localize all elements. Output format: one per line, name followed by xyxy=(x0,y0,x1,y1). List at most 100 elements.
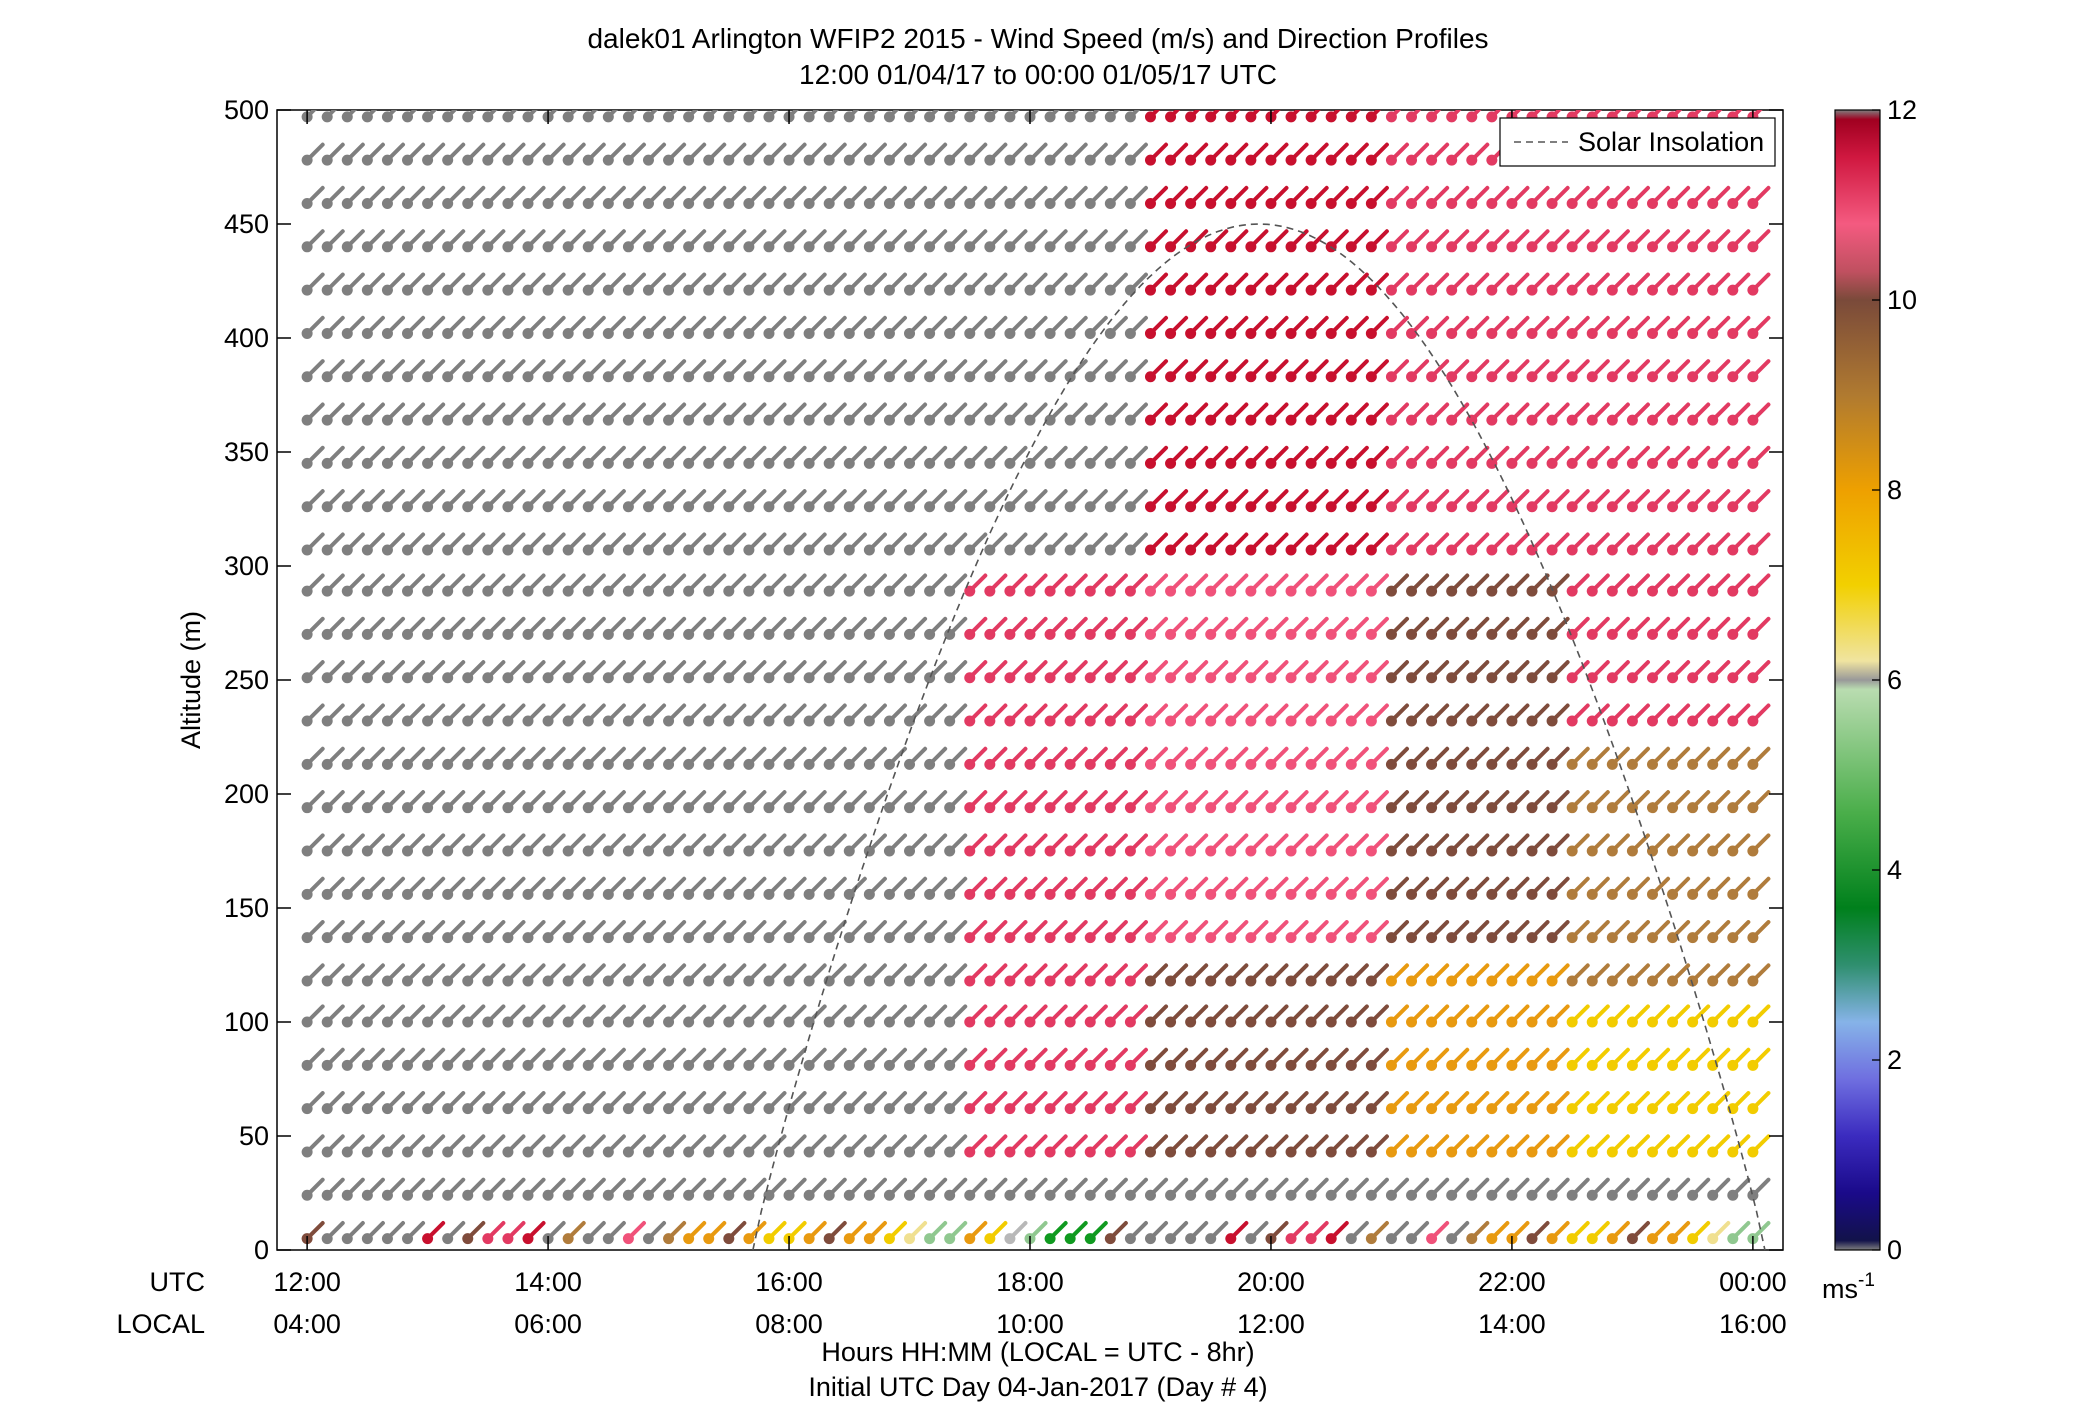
wind-barb-head xyxy=(602,715,614,727)
wind-barb-head xyxy=(361,758,373,770)
wind-barb-head xyxy=(743,1233,755,1245)
wind-barb-head xyxy=(562,975,574,987)
wind-barb-head xyxy=(1566,802,1578,814)
wind-barb-head xyxy=(1687,197,1699,209)
wind-barb-head xyxy=(763,628,775,640)
wind-barb-head xyxy=(642,111,654,123)
wind-barb-head xyxy=(1165,154,1177,166)
wind-barb-head xyxy=(1446,327,1458,339)
wind-barb-head xyxy=(1124,241,1136,253)
wind-barb-head xyxy=(843,888,855,900)
wind-barb-head xyxy=(1506,628,1518,640)
wind-barb-head xyxy=(743,544,755,556)
wind-barb-head xyxy=(361,1016,373,1028)
wind-barb-head xyxy=(803,628,815,640)
wind-barb-head xyxy=(1385,975,1397,987)
wind-barb-head xyxy=(1104,975,1116,987)
wind-barb-head xyxy=(1124,197,1136,209)
x-tick-label-local: 06:00 xyxy=(514,1309,582,1339)
wind-barb-head xyxy=(743,1103,755,1115)
wind-barb-head xyxy=(321,544,333,556)
wind-barb-head xyxy=(1446,1233,1458,1245)
wind-barb-head xyxy=(1205,628,1217,640)
wind-barb-head xyxy=(863,1103,875,1115)
wind-barb-head xyxy=(863,457,875,469)
wind-barb-head xyxy=(1024,758,1036,770)
wind-barb-head xyxy=(1646,888,1658,900)
wind-barb-head xyxy=(402,975,414,987)
wind-barb-head xyxy=(1185,457,1197,469)
wind-barb-head xyxy=(1506,715,1518,727)
wind-barb-head xyxy=(944,1059,956,1071)
wind-barb-head xyxy=(1004,544,1016,556)
wind-barb-head xyxy=(442,1059,454,1071)
wind-barb-head xyxy=(402,1146,414,1158)
wind-barb-head xyxy=(301,544,313,556)
wind-barb-head xyxy=(642,1016,654,1028)
wind-barb-head xyxy=(743,284,755,296)
wind-barb-head xyxy=(1646,715,1658,727)
wind-barb-head xyxy=(1345,672,1357,684)
wind-barb-head xyxy=(1044,111,1056,123)
wind-barb-head xyxy=(1104,585,1116,597)
wind-barb-head xyxy=(1667,457,1679,469)
wind-barb-head xyxy=(803,1146,815,1158)
wind-barb-head xyxy=(1024,327,1036,339)
wind-barb-head xyxy=(1526,327,1538,339)
wind-barb-head xyxy=(1406,544,1418,556)
wind-barb-head xyxy=(843,715,855,727)
wind-barb-head xyxy=(1104,1233,1116,1245)
wind-barb-head xyxy=(1325,197,1337,209)
wind-barb-head xyxy=(1245,111,1257,123)
wind-barb-head xyxy=(1606,414,1618,426)
wind-barb-head xyxy=(1646,758,1658,770)
wind-barb-head xyxy=(1165,888,1177,900)
wind-barb-head xyxy=(1406,1146,1418,1158)
wind-barb-head xyxy=(1285,501,1297,513)
wind-barb-head xyxy=(1124,1189,1136,1201)
wind-barb-head xyxy=(703,845,715,857)
wind-barb-head xyxy=(341,1103,353,1115)
wind-barb-head xyxy=(683,845,695,857)
wind-barb-head xyxy=(843,284,855,296)
wind-barb-head xyxy=(783,975,795,987)
wind-barb-head xyxy=(1506,1146,1518,1158)
y-tick-label: 350 xyxy=(224,437,269,467)
wind-barb-head xyxy=(402,284,414,296)
wind-barb-head xyxy=(1285,241,1297,253)
wind-barb-head xyxy=(482,758,494,770)
wind-barb-head xyxy=(944,327,956,339)
wind-barb-head xyxy=(1546,1233,1558,1245)
wind-barb-head xyxy=(1747,1146,1759,1158)
wind-barb-head xyxy=(1466,672,1478,684)
wind-barb-head xyxy=(361,802,373,814)
wind-barb-head xyxy=(1667,975,1679,987)
wind-barb-head xyxy=(422,241,434,253)
wind-barb-head xyxy=(1225,197,1237,209)
wind-barb-head xyxy=(1466,845,1478,857)
wind-barb-head xyxy=(1185,197,1197,209)
wind-barb-head xyxy=(703,1146,715,1158)
wind-barb-head xyxy=(462,672,474,684)
wind-barb-head xyxy=(1265,197,1277,209)
wind-barb-head xyxy=(1727,585,1739,597)
wind-barb-head xyxy=(1426,371,1438,383)
wind-barb-head xyxy=(301,845,313,857)
wind-barb-head xyxy=(1446,628,1458,640)
wind-barb-head xyxy=(1144,802,1156,814)
wind-barb-head xyxy=(482,457,494,469)
wind-barb-head xyxy=(964,371,976,383)
wind-barb-head xyxy=(1385,672,1397,684)
wind-barb-head xyxy=(1466,197,1478,209)
wind-barb-head xyxy=(984,414,996,426)
wind-barb-head xyxy=(883,414,895,426)
wind-barb-head xyxy=(1687,371,1699,383)
wind-barb-head xyxy=(622,284,634,296)
wind-barb-head xyxy=(1747,501,1759,513)
wind-barb-head xyxy=(904,197,916,209)
wind-barb-head xyxy=(1064,1189,1076,1201)
wind-barb-head xyxy=(883,1189,895,1201)
wind-barb-head xyxy=(763,845,775,857)
wind-barb-head xyxy=(341,1059,353,1071)
wind-barb-head xyxy=(1044,975,1056,987)
